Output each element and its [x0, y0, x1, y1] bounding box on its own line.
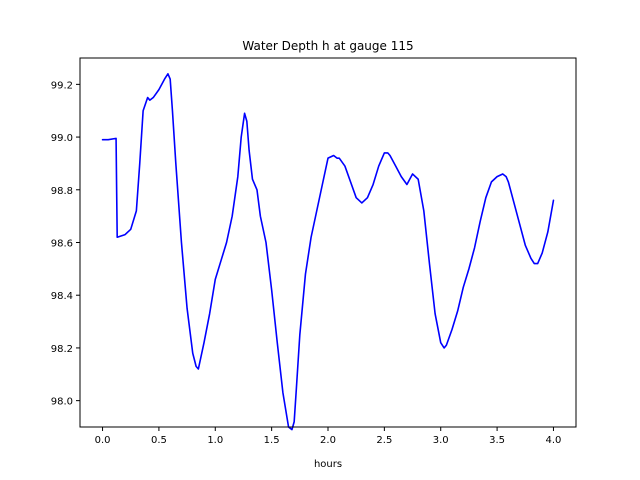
y-tick-label: 98.2: [51, 344, 73, 355]
y-tick-label: 98.0: [51, 397, 73, 408]
x-tick-label: 4.0: [546, 435, 562, 446]
x-tick-label: 0.0: [95, 435, 111, 446]
series-line-water-depth: [101, 73, 555, 431]
y-tick-label: 98.4: [51, 291, 73, 302]
x-tick-label: 1.5: [264, 435, 280, 446]
x-tick-label: 1.0: [207, 435, 223, 446]
y-tick-label: 98.6: [51, 239, 73, 250]
x-tick-label: 3.5: [489, 435, 505, 446]
x-tick-label: 0.5: [151, 435, 167, 446]
x-tick-label: 2.5: [376, 435, 392, 446]
x-tick-label: 2.0: [320, 435, 336, 446]
y-tick-label: 99.0: [51, 133, 73, 144]
x-tick-label: 3.0: [433, 435, 449, 446]
chart-title: Water Depth h at gauge 115: [242, 39, 413, 53]
x-axis-label: hours: [314, 459, 342, 470]
axis-ticks: 0.0 0.5 1.0 1.5 2.0 2.5 3.0 3.5 4.0 98.0 98.2 98.4 9…: [51, 80, 562, 446]
plot-area-frame: [79, 57, 577, 428]
y-tick-label: 98.8: [51, 186, 73, 197]
y-tick-label: 99.2: [51, 80, 73, 91]
